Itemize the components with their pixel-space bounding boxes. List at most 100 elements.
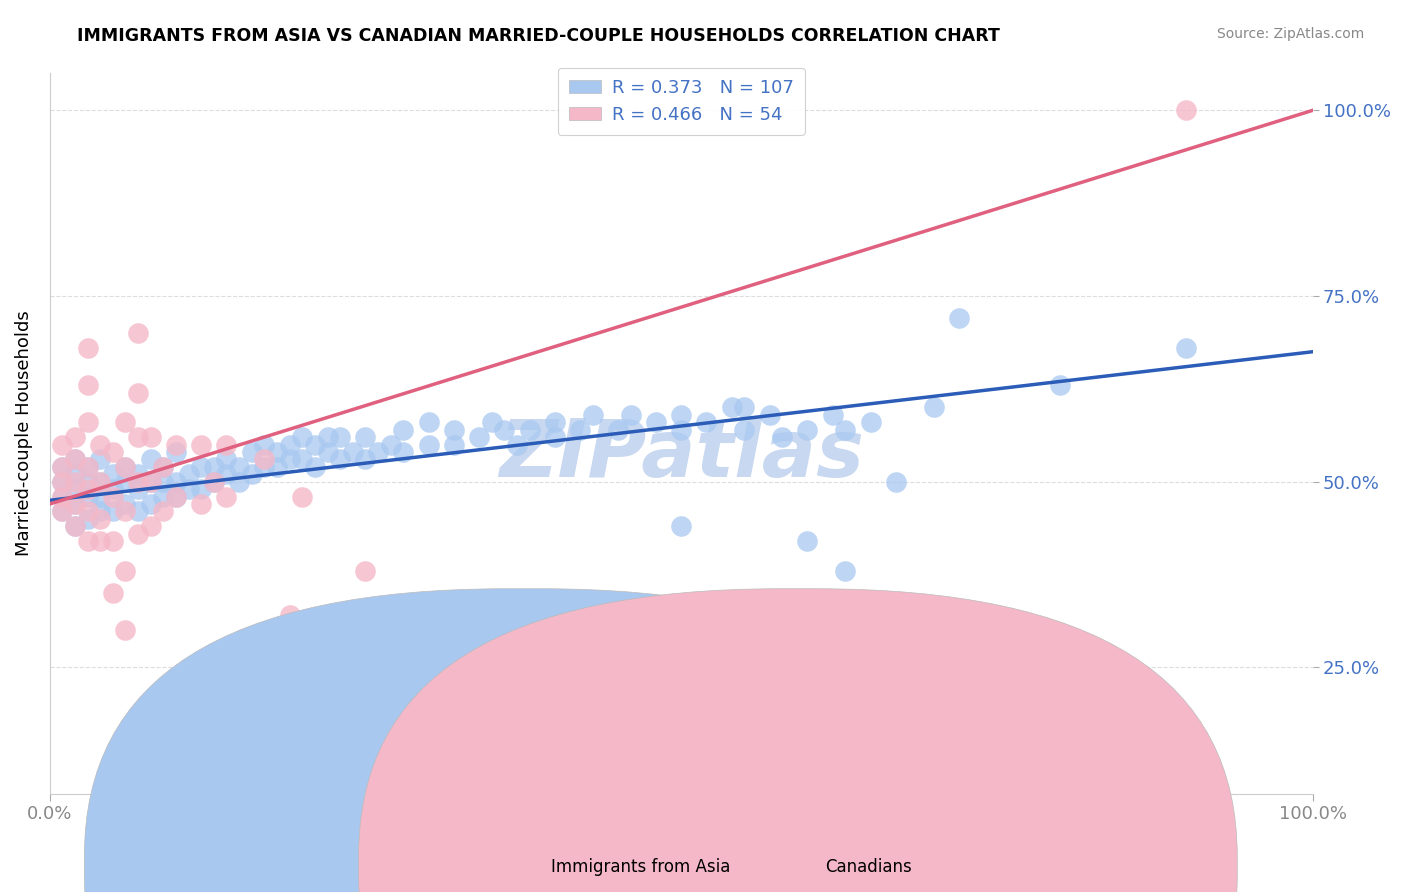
Point (228, 459, 250, 474)
Point (316, 445, 339, 459)
Point (139, 452, 162, 467)
Point (76, 459, 98, 474)
Point (114, 475, 136, 489)
Point (76, 341, 98, 355)
Point (63, 482, 86, 496)
Point (114, 459, 136, 474)
Point (139, 519, 162, 533)
Point (215, 452, 238, 467)
Point (329, 430, 352, 444)
Point (76, 475, 98, 489)
Point (582, 408, 605, 422)
Point (152, 490, 174, 504)
Point (76, 512, 98, 526)
Point (291, 430, 314, 444)
Y-axis label: Married-couple Households: Married-couple Households (15, 310, 32, 557)
Point (544, 430, 567, 444)
Point (101, 490, 124, 504)
Point (278, 608, 301, 623)
Point (796, 423, 818, 437)
Point (152, 475, 174, 489)
Point (89, 437, 111, 451)
Point (620, 408, 643, 422)
Point (506, 437, 529, 451)
Point (796, 534, 818, 549)
Text: Canadians: Canadians (825, 858, 912, 876)
Point (240, 467, 263, 482)
Point (884, 475, 907, 489)
Text: IMMIGRANTS FROM ASIA VS CANADIAN MARRIED-COUPLE HOUSEHOLDS CORRELATION CHART: IMMIGRANTS FROM ASIA VS CANADIAN MARRIED… (77, 27, 1000, 45)
Point (89, 452, 111, 467)
Point (89, 534, 111, 549)
Point (114, 415, 136, 429)
Point (215, 490, 238, 504)
Point (228, 475, 250, 489)
Point (127, 504, 149, 518)
Point (101, 586, 124, 600)
Point (1175, 341, 1198, 355)
Point (443, 423, 465, 437)
Point (89, 504, 111, 518)
Point (821, 408, 844, 422)
Point (51, 459, 73, 474)
Point (253, 452, 276, 467)
Point (669, 638, 692, 652)
Legend: R = 0.373   N = 107, R = 0.466   N = 54: R = 0.373 N = 107, R = 0.466 N = 54 (558, 68, 804, 135)
Point (165, 475, 187, 489)
Point (304, 459, 326, 474)
Point (139, 475, 162, 489)
Point (278, 452, 301, 467)
Point (669, 408, 692, 422)
Point (354, 452, 377, 467)
Point (51, 490, 73, 504)
Point (114, 564, 136, 578)
Point (190, 482, 212, 496)
Point (127, 526, 149, 541)
Point (89, 475, 111, 489)
Text: Source: ZipAtlas.com: Source: ZipAtlas.com (1216, 27, 1364, 41)
Point (202, 475, 225, 489)
Point (392, 423, 415, 437)
Point (304, 437, 326, 451)
Point (101, 504, 124, 518)
Point (190, 497, 212, 511)
Point (733, 423, 755, 437)
Point (494, 423, 516, 437)
Point (354, 564, 377, 578)
Point (127, 482, 149, 496)
Point (481, 415, 503, 429)
Point (569, 423, 592, 437)
Point (127, 385, 149, 400)
Point (152, 504, 174, 518)
Point (51, 504, 73, 518)
Point (127, 475, 149, 489)
Point (418, 415, 440, 429)
Point (278, 437, 301, 451)
Point (720, 401, 742, 415)
Point (63, 497, 86, 511)
Point (114, 624, 136, 638)
Point (63, 452, 86, 467)
Point (1175, 103, 1198, 118)
Point (644, 415, 666, 429)
Point (342, 445, 364, 459)
Point (354, 430, 377, 444)
Point (76, 504, 98, 518)
Point (240, 445, 263, 459)
Point (253, 459, 276, 474)
Point (380, 437, 402, 451)
Point (165, 445, 187, 459)
Point (51, 475, 73, 489)
Point (127, 467, 149, 482)
Point (152, 459, 174, 474)
Point (89, 475, 111, 489)
Point (190, 459, 212, 474)
Point (63, 430, 86, 444)
Point (101, 467, 124, 482)
Point (139, 497, 162, 511)
Point (114, 504, 136, 518)
Point (76, 534, 98, 549)
Point (76, 415, 98, 429)
Point (177, 482, 200, 496)
Point (834, 564, 856, 578)
